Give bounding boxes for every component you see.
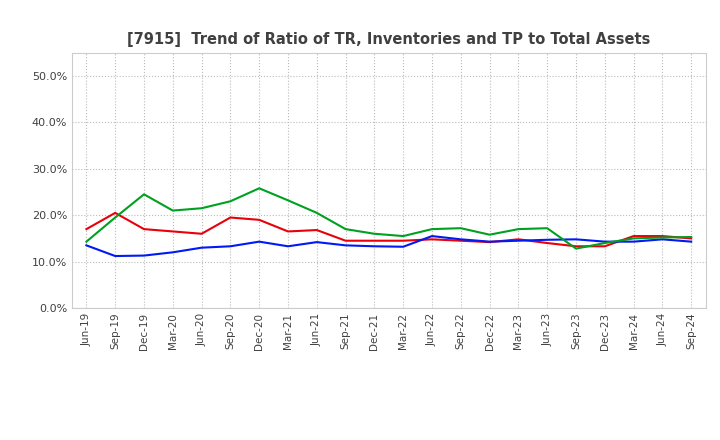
Inventories <box>687 239 696 244</box>
Inventories <box>255 239 264 244</box>
Trade Receivables <box>687 236 696 241</box>
Trade Payables <box>629 236 638 241</box>
Trade Payables <box>428 227 436 232</box>
Trade Payables <box>370 231 379 236</box>
Inventories <box>658 237 667 242</box>
Inventories <box>82 243 91 248</box>
Trade Receivables <box>82 227 91 232</box>
Trade Receivables <box>485 239 494 245</box>
Inventories <box>341 243 350 248</box>
Inventories <box>399 244 408 249</box>
Inventories <box>140 253 148 258</box>
Trade Receivables <box>514 237 523 242</box>
Trade Receivables <box>370 238 379 243</box>
Trade Receivables <box>572 244 580 249</box>
Trade Payables <box>543 226 552 231</box>
Trade Receivables <box>168 229 177 234</box>
Inventories <box>312 239 321 245</box>
Inventories <box>514 238 523 243</box>
Trade Payables <box>197 205 206 211</box>
Inventories <box>428 234 436 239</box>
Trade Payables <box>140 192 148 197</box>
Inventories <box>485 239 494 244</box>
Inventories <box>111 253 120 259</box>
Inventories <box>370 244 379 249</box>
Trade Payables <box>485 232 494 237</box>
Trade Payables <box>600 240 609 246</box>
Trade Receivables <box>226 215 235 220</box>
Inventories <box>197 245 206 250</box>
Trade Receivables <box>456 238 465 243</box>
Trade Receivables <box>428 237 436 242</box>
Trade Payables <box>658 235 667 240</box>
Trade Receivables <box>600 244 609 249</box>
Trade Payables <box>82 239 91 244</box>
Trade Receivables <box>658 234 667 239</box>
Inventories <box>284 244 292 249</box>
Trade Payables <box>312 210 321 216</box>
Inventories <box>456 237 465 242</box>
Trade Receivables <box>284 229 292 234</box>
Trade Payables <box>399 234 408 239</box>
Inventories <box>226 244 235 249</box>
Trade Receivables <box>543 240 552 246</box>
Trade Payables <box>111 215 120 220</box>
Inventories <box>572 237 580 242</box>
Trade Receivables <box>629 234 638 239</box>
Trade Payables <box>255 186 264 191</box>
Trade Receivables <box>255 217 264 223</box>
Trade Receivables <box>140 227 148 232</box>
Trade Payables <box>341 227 350 232</box>
Inventories <box>168 249 177 255</box>
Trade Receivables <box>197 231 206 236</box>
Trade Receivables <box>312 227 321 233</box>
Inventories <box>600 239 609 244</box>
Trade Payables <box>687 235 696 240</box>
Title: [7915]  Trend of Ratio of TR, Inventories and TP to Total Assets: [7915] Trend of Ratio of TR, Inventories… <box>127 33 650 48</box>
Trade Payables <box>572 246 580 251</box>
Line: Trade Payables: Trade Payables <box>86 188 691 249</box>
Line: Trade Receivables: Trade Receivables <box>86 213 691 246</box>
Inventories <box>543 237 552 242</box>
Trade Receivables <box>341 238 350 243</box>
Trade Payables <box>284 198 292 203</box>
Trade Payables <box>168 208 177 213</box>
Trade Receivables <box>399 238 408 243</box>
Inventories <box>629 239 638 244</box>
Trade Payables <box>226 198 235 204</box>
Trade Payables <box>456 226 465 231</box>
Line: Inventories: Inventories <box>86 236 691 256</box>
Trade Payables <box>514 227 523 232</box>
Trade Receivables <box>111 210 120 216</box>
